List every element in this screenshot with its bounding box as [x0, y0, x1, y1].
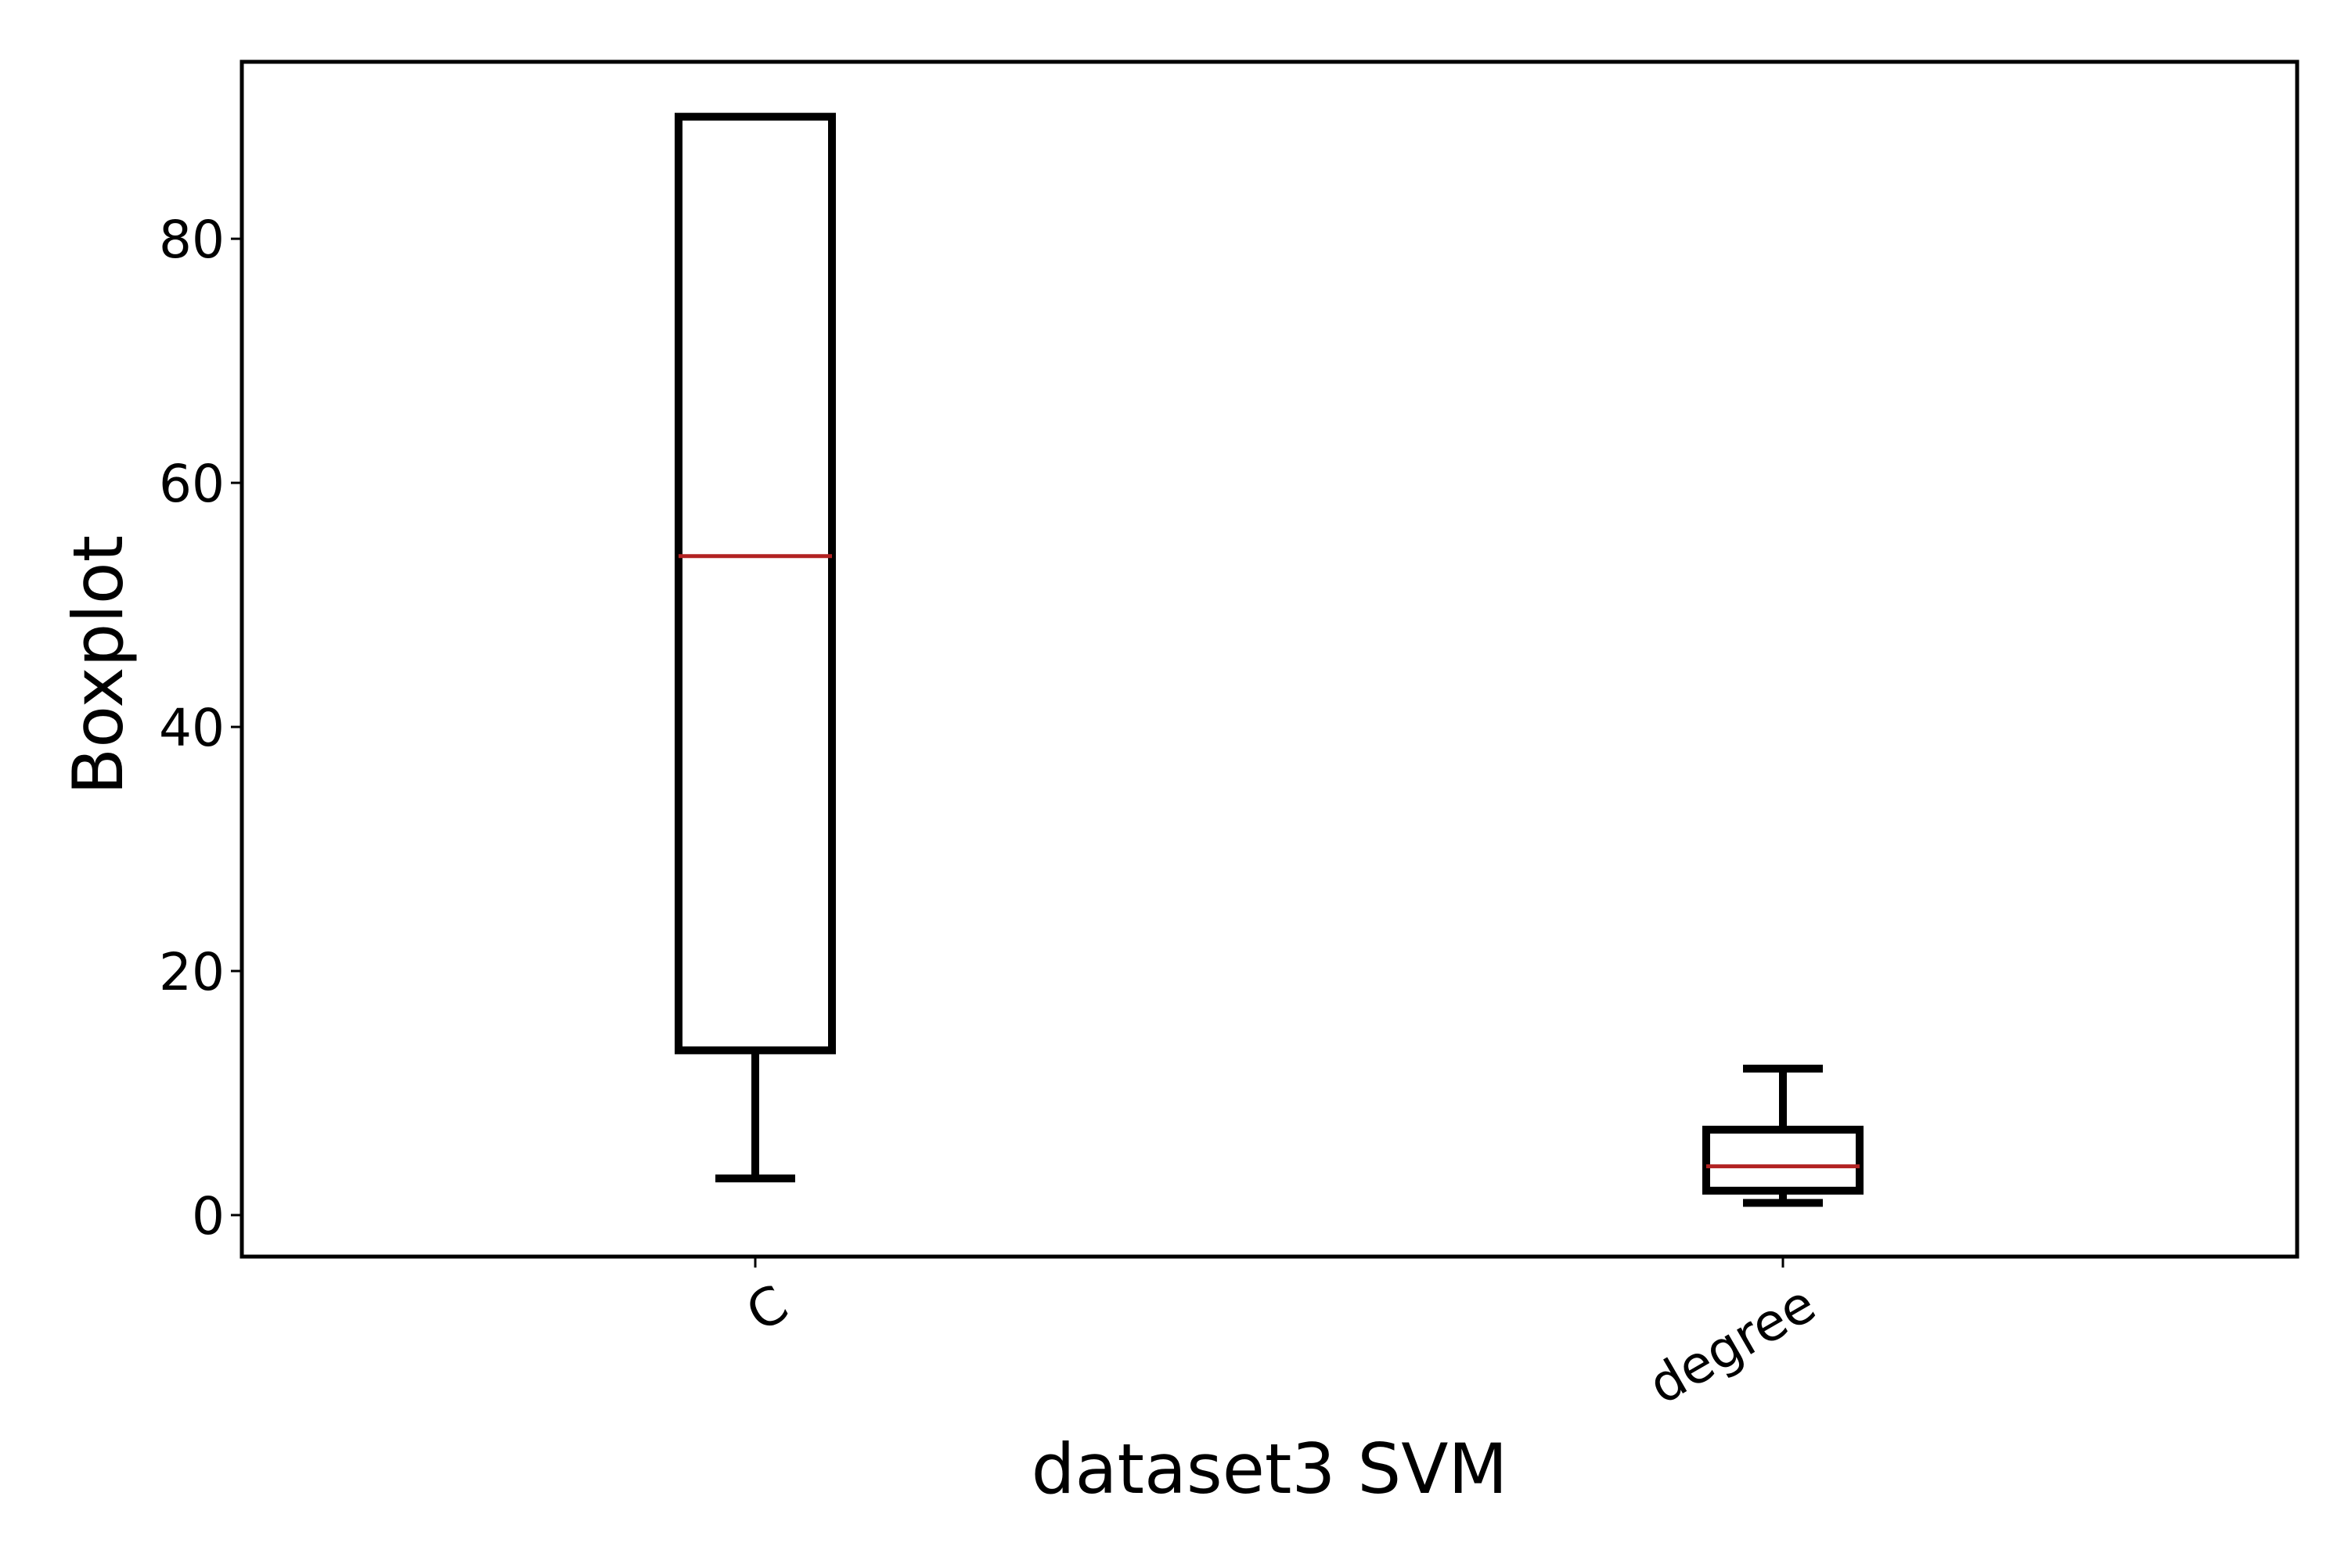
x-tick-label-degree: degree	[1639, 1273, 1826, 1415]
boxes-layer	[675, 113, 1864, 1207]
y-tick-label-40: 40	[159, 698, 225, 758]
y-axis-ticks: 0 20 40 60 80	[159, 210, 242, 1246]
y-tick-label-80: 80	[159, 210, 225, 270]
y-axis-label: Boxplot	[58, 535, 139, 795]
plot-frame	[239, 59, 2299, 1259]
x-axis-label: dataset3 SVM	[1032, 1429, 1508, 1509]
y-tick-label-60: 60	[159, 454, 225, 514]
x-tick-label-C: C	[736, 1273, 798, 1343]
box-C	[675, 113, 836, 1183]
iqr-box-degree	[1702, 1125, 1864, 1195]
y-tick-label-0: 0	[192, 1186, 225, 1246]
box-degree	[1702, 1064, 1864, 1207]
y-tick-label-20: 20	[159, 942, 225, 1002]
iqr-box-C	[675, 113, 836, 1055]
